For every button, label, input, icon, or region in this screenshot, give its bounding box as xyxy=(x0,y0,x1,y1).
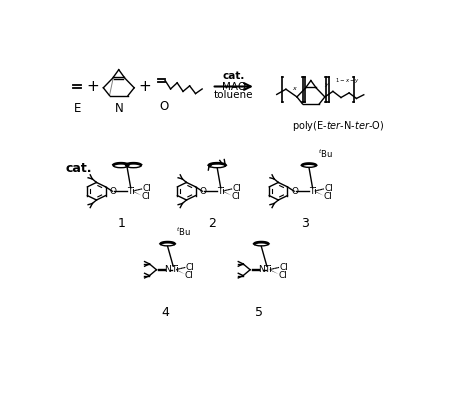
Text: cat.: cat. xyxy=(223,71,245,81)
Text: O: O xyxy=(292,187,298,196)
Text: Ti: Ti xyxy=(128,187,135,196)
Text: Ti: Ti xyxy=(264,265,272,274)
Polygon shape xyxy=(270,270,279,274)
Text: Cl: Cl xyxy=(323,192,332,201)
Text: Ti: Ti xyxy=(310,187,317,196)
Text: MAO: MAO xyxy=(222,82,246,92)
Text: Cl: Cl xyxy=(231,192,240,201)
Text: $_{x}$: $_{x}$ xyxy=(292,84,299,92)
Polygon shape xyxy=(315,191,324,196)
Text: +: + xyxy=(86,79,99,94)
Polygon shape xyxy=(223,191,232,196)
Text: $^t$Bu: $^t$Bu xyxy=(176,226,191,238)
Text: $_{1-x-y}$: $_{1-x-y}$ xyxy=(335,76,360,86)
Text: $^t$Bu: $^t$Bu xyxy=(318,148,333,160)
Text: Cl: Cl xyxy=(141,192,150,201)
Text: Cl: Cl xyxy=(324,184,333,193)
Text: toluene: toluene xyxy=(214,90,254,100)
Text: O: O xyxy=(200,187,207,196)
Text: Cl: Cl xyxy=(143,184,151,193)
Text: poly(E-$\it{ter}$-N-$\it{ter}$-O): poly(E-$\it{ter}$-N-$\it{ter}$-O) xyxy=(292,119,384,133)
Text: cat.: cat. xyxy=(66,162,92,175)
Text: Ti: Ti xyxy=(218,187,225,196)
Polygon shape xyxy=(133,191,142,196)
Text: 3: 3 xyxy=(301,217,310,230)
Text: Ti: Ti xyxy=(171,265,179,274)
Text: N: N xyxy=(164,265,171,274)
Text: 5: 5 xyxy=(255,306,264,319)
Text: 4: 4 xyxy=(162,306,170,319)
Text: 2: 2 xyxy=(208,217,216,230)
Text: $_{y}$: $_{y}$ xyxy=(324,81,330,90)
Text: O: O xyxy=(159,100,169,113)
Text: Cl: Cl xyxy=(280,263,288,272)
Text: +: + xyxy=(138,79,151,94)
Text: Cl: Cl xyxy=(278,271,287,280)
Text: N: N xyxy=(114,102,123,114)
Text: O: O xyxy=(109,187,117,196)
Polygon shape xyxy=(176,270,185,274)
Text: E: E xyxy=(73,102,81,114)
Text: N: N xyxy=(258,265,264,274)
Text: 1: 1 xyxy=(118,217,126,230)
Text: Cl: Cl xyxy=(233,184,241,193)
Text: Cl: Cl xyxy=(186,263,195,272)
Text: Cl: Cl xyxy=(185,271,193,280)
